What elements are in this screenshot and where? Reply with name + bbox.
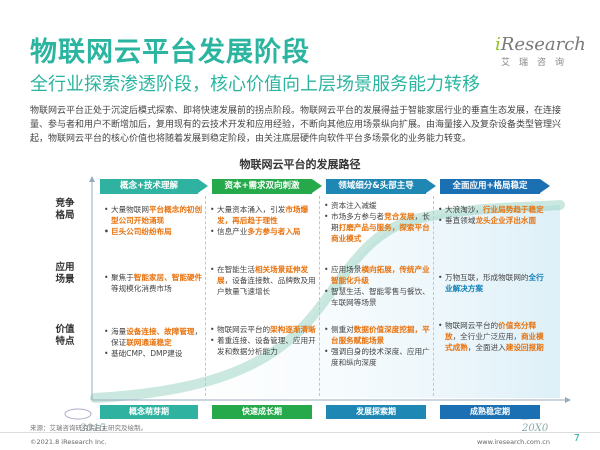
- phase-label-4: 成熟稳定期: [440, 405, 540, 419]
- source-note: 来源：艾瑞咨询研究院自主研究及绘制。: [30, 424, 147, 432]
- stage-2-value: 物联网云平台的架构逐渐清晰着重连接、设备管理、应用开发和数据分析能力: [210, 324, 316, 357]
- year-start: 2015: [80, 423, 106, 434]
- phase-label-2: 快速成长期: [212, 405, 312, 419]
- page-number: 7: [573, 433, 580, 444]
- stage-header-3: 领域细分&头部主导: [326, 179, 436, 194]
- intro-paragraph: 物联网云平台正处于沉淀后模式探索、即将快速发展前的拐点阶段。物联网云平台的发展得…: [30, 106, 562, 144]
- stage-1-value: 海量设备连接、故障管理，保证联网通道稳定基础CMP、DMP建设: [104, 326, 204, 359]
- logo-subtitle: 艾瑞咨询: [501, 58, 574, 68]
- footer-divider: [0, 432, 600, 433]
- row-label-value: 价值特点: [55, 324, 75, 347]
- stage-1-scenario: 聚焦于智能家居、智能硬件等规模化消费市场: [104, 272, 204, 294]
- phase-label-1: 概念萌芽期: [100, 405, 198, 419]
- phase-label-3: 发展探索期: [326, 405, 426, 419]
- iresearch-logo: iResearch 艾瑞咨询: [495, 34, 590, 68]
- stage-divider-1: [205, 196, 206, 396]
- stage-3-competition: 资本注入减缓市场多方参与者竞合发展，长期打磨产品与服务，探索平台商业模式: [324, 200, 430, 244]
- stage-2-scenario: 在智能生活相关场景延伸发展，设备连接数、品牌数及用户数量飞速增长: [210, 264, 316, 297]
- row-label-competition: 竞争格局: [55, 198, 75, 221]
- copyright: ©2021.8 iResearch Inc.: [30, 438, 107, 446]
- stage-3-value: 侧重对数据价值深度挖掘，平台服务赋能场景强调自身的技术深度、应用广度和纵向深度: [324, 324, 430, 368]
- stage-header-4: 全面应用+格局稳定: [440, 179, 550, 194]
- stage-4-competition: 大浪淘沙，行业局势趋于稳定垂直领域龙头企业浮出水面: [438, 204, 546, 226]
- stage-2-competition: 大量资本涌入，引发市场爆发，再后趋于理性信息产业多方参与者入局: [210, 204, 316, 237]
- stage-4-scenario: 万物互联，形成物联网的全行业解决方案: [438, 272, 546, 294]
- stage-1-competition: 大量物联网平台概念的初创型公司开始涌现巨头公司纷纷布局: [104, 204, 204, 237]
- website: www.iresearch.com.cn: [476, 438, 550, 446]
- row-label-scenario: 应用场景: [55, 262, 75, 285]
- chart-title: 物联网云平台的发展路径: [239, 158, 361, 171]
- page-subtitle: 全行业探索渗透阶段，核心价值向上层场景服务能力转移: [30, 74, 480, 95]
- year-end: 20X0: [522, 423, 549, 434]
- stage-header-1: 概念+技术理解: [100, 179, 208, 194]
- stage-divider-3: [433, 196, 434, 396]
- stage-3-scenario: 应用场景横向拓展，传统产业智能化升级智慧生活、智能零售与餐饮、车联网等场景: [324, 264, 430, 308]
- stage-divider-2: [319, 196, 320, 396]
- stage-header-2: 资本+需求双向刺激: [212, 179, 322, 194]
- logo-wordmark: iResearch: [495, 34, 586, 55]
- page-title: 物联网云平台发展阶段: [30, 37, 310, 68]
- stage-4-value: 物联网云平台的价值充分释放，全行业广泛应用，商业模式成熟，全面进入建设回报期: [438, 320, 546, 353]
